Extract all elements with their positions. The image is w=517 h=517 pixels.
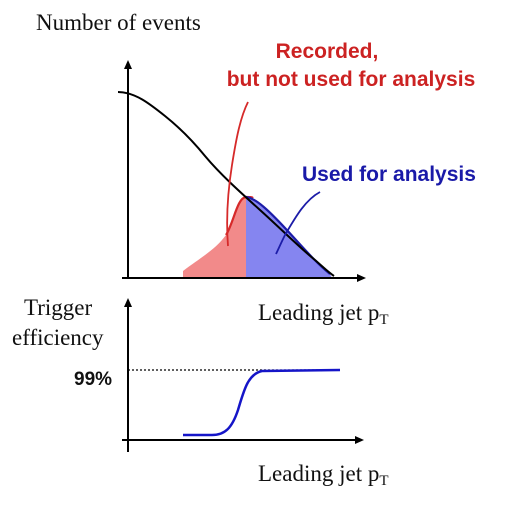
recorded-callout-line — [226, 101, 249, 247]
efficiency-turn-on-curve — [183, 368, 341, 437]
top-x-axis-label-subscript: T — [379, 312, 389, 328]
top-y-axis-label: Number of events — [36, 10, 201, 35]
bottom-x-axis-label: Leading jet pT — [258, 461, 389, 490]
used-callout-line — [275, 191, 321, 255]
bottom-y-axis-label-line1: Trigger — [24, 295, 93, 320]
used-annotation: Used for analysis — [302, 163, 476, 186]
recorded-region — [183, 197, 246, 278]
bottom-x-axis-label-subscript: T — [379, 473, 389, 489]
top-x-axis-label-text: Leading jet p — [258, 300, 380, 325]
recorded-annotation-line1: Recorded, — [275, 40, 379, 63]
bottom-y-axis-label-line2: efficiency — [12, 325, 104, 350]
top-x-axis-label: Leading jet pT — [258, 300, 389, 329]
recorded-annotation-line2: but not used for analysis — [226, 68, 476, 91]
event-spectrum-curve — [117, 91, 335, 277]
bottom-x-axis-label-text: Leading jet p — [258, 461, 380, 486]
efficiency-99-label: 99% — [74, 369, 113, 390]
